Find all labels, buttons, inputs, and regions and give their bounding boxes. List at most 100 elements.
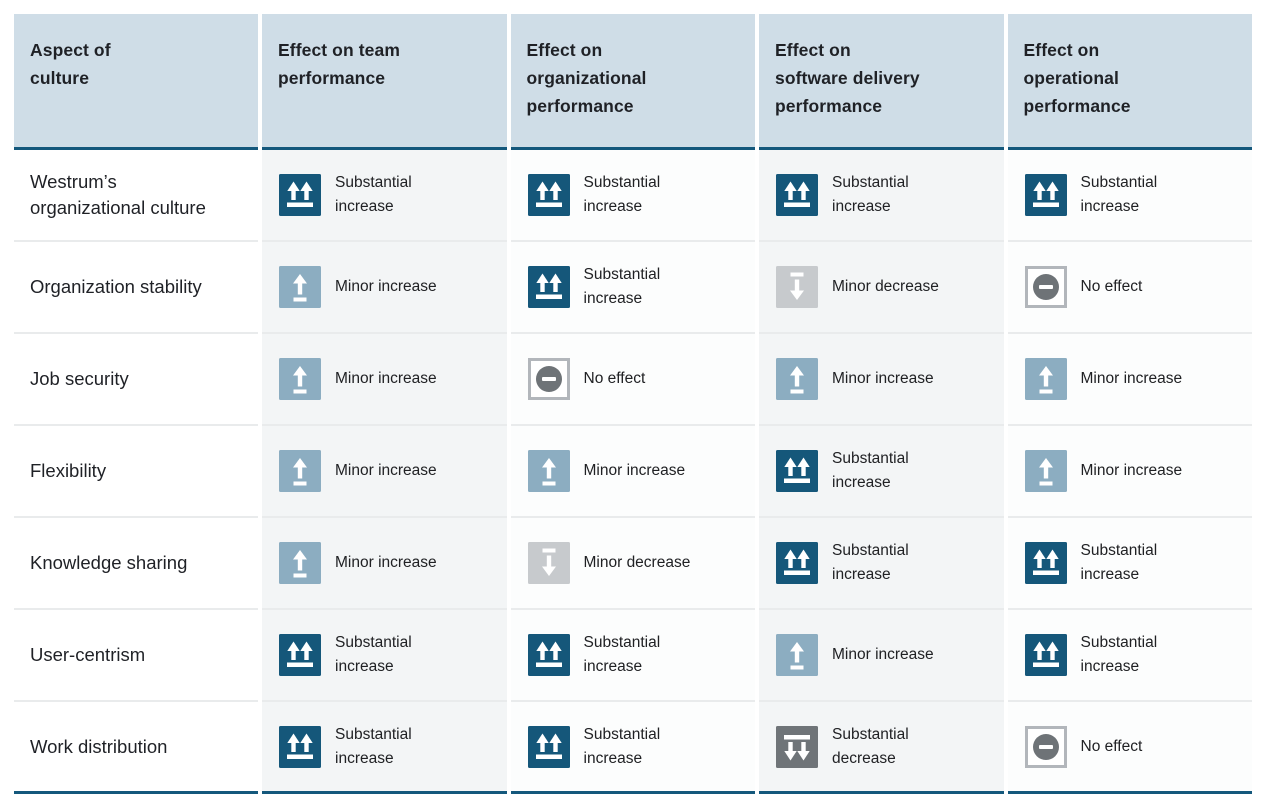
effect-cell: Minor increase bbox=[1007, 334, 1252, 426]
substantial-increase-icon bbox=[279, 174, 321, 216]
minor-increase-icon bbox=[1024, 450, 1067, 492]
table-row: Work distribution Substantial increase S… bbox=[14, 702, 1252, 794]
table-row: Knowledge sharing Minor increase Minor d… bbox=[14, 518, 1252, 610]
column-header-software-delivery-performance: Effect on software delivery performance bbox=[759, 14, 1004, 150]
effect-label: Minor increase bbox=[335, 462, 437, 479]
aspect-cell: Organization stability bbox=[14, 242, 258, 334]
minor-increase-icon bbox=[279, 358, 321, 400]
effect-label: Substantial increase bbox=[335, 725, 412, 767]
effect-label: Minor increase bbox=[832, 370, 934, 387]
minor-decrease-icon bbox=[776, 266, 818, 308]
minor-increase-icon bbox=[776, 634, 818, 676]
aspect-label: Work distribution bbox=[30, 735, 168, 757]
aspect-cell: User-centrism bbox=[14, 610, 258, 702]
aspect-label: Organization stability bbox=[30, 276, 202, 297]
aspect-label: Job security bbox=[30, 368, 129, 389]
effect-cell: Substantial increase bbox=[510, 242, 755, 334]
effect-label: Minor increase bbox=[335, 554, 437, 571]
aspect-label: User-centrism bbox=[30, 644, 146, 665]
effect-label: Substantial increase bbox=[1080, 634, 1158, 675]
effect-cell: Substantial increase bbox=[262, 150, 507, 242]
effect-label: No effect bbox=[583, 370, 646, 387]
table-body: Westrum’s organizational culture Substan… bbox=[14, 150, 1252, 794]
effect-cell: Substantial increase bbox=[1007, 610, 1252, 702]
minor-increase-icon bbox=[279, 450, 321, 492]
effect-cell: Substantial increase bbox=[759, 518, 1004, 610]
effect-cell: Substantial increase bbox=[510, 610, 755, 702]
effect-label: Substantial increase bbox=[583, 174, 661, 215]
column-header-operational-performance: Effect on operational performance bbox=[1007, 14, 1252, 150]
effect-cell: Minor decrease bbox=[759, 242, 1004, 334]
culture-effects-table: Aspect of culture Effect on team perform… bbox=[14, 14, 1252, 794]
effect-cell: Minor increase bbox=[262, 518, 507, 610]
effect-label: Substantial increase bbox=[583, 266, 661, 307]
minor-increase-icon bbox=[279, 542, 321, 584]
effect-cell: Minor increase bbox=[759, 334, 1004, 426]
substantial-increase-icon bbox=[527, 174, 570, 216]
minor-increase-icon bbox=[1024, 358, 1067, 400]
effect-cell: Substantial decrease bbox=[759, 702, 1004, 794]
substantial-increase-icon bbox=[1024, 542, 1067, 584]
table-row: User-centrism Substantial increase Subst… bbox=[14, 610, 1252, 702]
substantial-increase-icon bbox=[279, 634, 321, 676]
minor-decrease-icon bbox=[527, 542, 570, 584]
effect-cell: Minor increase bbox=[1007, 426, 1252, 518]
effect-cell: Minor increase bbox=[262, 334, 507, 426]
substantial-increase-icon bbox=[776, 542, 818, 584]
effect-label: Substantial increase bbox=[335, 174, 412, 215]
effect-label: Minor increase bbox=[1080, 370, 1183, 387]
effect-label: Substantial increase bbox=[583, 634, 661, 675]
aspect-cell: Job security bbox=[14, 334, 258, 426]
aspect-label: Westrum’s organizational culture bbox=[30, 171, 206, 218]
no-effect-icon bbox=[1024, 266, 1067, 308]
column-header-organizational-performance: Effect on organizational performance bbox=[510, 14, 755, 150]
substantial-increase-icon bbox=[776, 174, 818, 216]
table-row: Flexibility Minor increase Minor increas… bbox=[14, 426, 1252, 518]
effect-label: Minor increase bbox=[1080, 462, 1183, 479]
effect-cell: No effect bbox=[510, 334, 755, 426]
minor-increase-icon bbox=[527, 450, 570, 492]
substantial-increase-icon bbox=[1024, 634, 1067, 676]
effect-label: Substantial increase bbox=[335, 634, 412, 675]
table-header-row: Aspect of culture Effect on team perform… bbox=[14, 14, 1252, 150]
effect-label: Minor increase bbox=[335, 278, 437, 295]
table-row: Job security Minor increase No effect Mi… bbox=[14, 334, 1252, 426]
effect-cell: No effect bbox=[1007, 242, 1252, 334]
effect-cell: Substantial increase bbox=[759, 150, 1004, 242]
aspect-label: Knowledge sharing bbox=[30, 552, 188, 573]
effect-cell: Substantial increase bbox=[1007, 150, 1252, 242]
no-effect-icon bbox=[527, 358, 570, 400]
effect-cell: Substantial increase bbox=[1007, 518, 1252, 610]
effect-label: Substantial decrease bbox=[832, 725, 909, 767]
effect-label: Substantial increase bbox=[832, 542, 909, 583]
effect-label: Minor increase bbox=[583, 462, 686, 479]
substantial-increase-icon bbox=[527, 266, 570, 308]
aspect-cell: Flexibility bbox=[14, 426, 258, 518]
table-row: Organization stability Minor increase Su… bbox=[14, 242, 1252, 334]
effect-label: Minor increase bbox=[335, 370, 437, 387]
minor-increase-icon bbox=[279, 266, 321, 308]
effect-cell: Minor increase bbox=[262, 426, 507, 518]
substantial-increase-icon bbox=[1024, 174, 1067, 216]
substantial-increase-icon bbox=[527, 634, 570, 676]
effect-cell: Minor increase bbox=[510, 426, 755, 518]
aspect-cell: Westrum’s organizational culture bbox=[14, 150, 258, 242]
no-effect-icon bbox=[1024, 725, 1067, 768]
effect-label: Substantial increase bbox=[583, 725, 661, 767]
effect-cell: Substantial increase bbox=[510, 150, 755, 242]
aspect-cell: Work distribution bbox=[14, 702, 258, 794]
effect-label: Substantial increase bbox=[832, 450, 909, 491]
effect-cell: Substantial increase bbox=[262, 610, 507, 702]
effect-label: Substantial increase bbox=[1080, 174, 1158, 215]
effect-cell: No effect bbox=[1007, 702, 1252, 794]
effect-label: Minor increase bbox=[832, 646, 934, 663]
substantial-increase-icon bbox=[776, 450, 818, 492]
table-row: Westrum’s organizational culture Substan… bbox=[14, 150, 1252, 242]
column-header-aspect-of-culture: Aspect of culture bbox=[14, 14, 258, 150]
effect-cell: Minor decrease bbox=[510, 518, 755, 610]
substantial-increase-icon bbox=[279, 725, 321, 768]
effect-cell: Minor increase bbox=[262, 242, 507, 334]
effect-label: No effect bbox=[1080, 737, 1143, 755]
effect-cell: Minor increase bbox=[759, 610, 1004, 702]
effect-label: Minor decrease bbox=[583, 554, 691, 571]
